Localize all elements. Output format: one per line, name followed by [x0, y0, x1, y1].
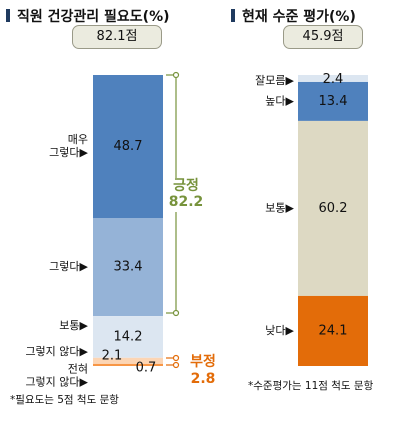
positive-group-label: 긍정: [173, 177, 199, 194]
right-title-text: 현재 수준 평가(%): [242, 9, 356, 25]
category-label: 낮다▶: [265, 324, 294, 337]
bar-segment: [298, 81, 368, 121]
left-chart-title: 직원 건강관리 필요도(%): [6, 6, 170, 26]
bar-segment: [93, 363, 163, 366]
bar-segment: [93, 357, 163, 364]
data-label: 0.7: [136, 361, 157, 376]
data-label: 60.2: [319, 201, 348, 216]
category-label: 보통▶: [265, 201, 294, 214]
data-label: 2.1: [102, 349, 123, 364]
negative-group-label: 부정: [190, 353, 216, 370]
right-summary-badge: 45.9점: [283, 25, 363, 49]
bar-segment: [93, 75, 163, 219]
left-summary-badge: 82.1점: [72, 25, 162, 49]
title-marker: [6, 9, 10, 22]
category-label: 보통▶: [59, 319, 88, 332]
data-label: 33.4: [114, 260, 143, 275]
left-title-text: 직원 건강관리 필요도(%): [17, 9, 170, 25]
data-label: 14.2: [114, 329, 143, 344]
bar-segment: [298, 120, 368, 296]
right-chart-title: 현재 수준 평가(%): [231, 6, 356, 26]
bracket-dot: [172, 71, 180, 79]
bracket-dot: [172, 309, 180, 317]
data-label: 2.4: [323, 72, 344, 87]
category-label: 잘모름▶: [255, 74, 294, 87]
left-footnote: *필요도는 5점 척도 문항: [10, 394, 119, 406]
title-marker: [231, 9, 235, 22]
category-label: 매우 그렇다▶: [49, 133, 88, 159]
bar-segment: [93, 218, 163, 317]
positive-group-value: 82.2: [169, 194, 204, 210]
data-label: 24.1: [319, 323, 348, 338]
negative-group-value: 2.8: [191, 371, 216, 387]
data-label: 48.7: [114, 139, 143, 154]
category-label: 전혀 그렇지 않다▶: [25, 363, 88, 389]
bar-segment: [93, 316, 163, 358]
bar-segment: [298, 75, 368, 82]
bracket-dot: [172, 361, 180, 369]
bracket-label-bg: [168, 178, 202, 212]
category-label: 그렇다▶: [49, 260, 88, 273]
bracket-dot: [172, 354, 180, 362]
data-label: 13.4: [319, 94, 348, 109]
right-footnote: *수준평가는 11점 척도 문항: [248, 380, 374, 392]
category-label: 높다▶: [265, 94, 294, 107]
category-label: 그렇지 않다▶: [25, 345, 88, 358]
bar-segment: [298, 295, 368, 366]
